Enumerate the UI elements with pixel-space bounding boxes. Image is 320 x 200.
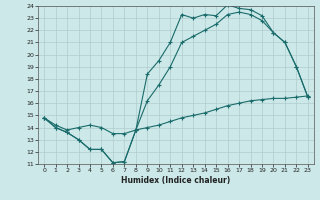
X-axis label: Humidex (Indice chaleur): Humidex (Indice chaleur)	[121, 176, 231, 185]
